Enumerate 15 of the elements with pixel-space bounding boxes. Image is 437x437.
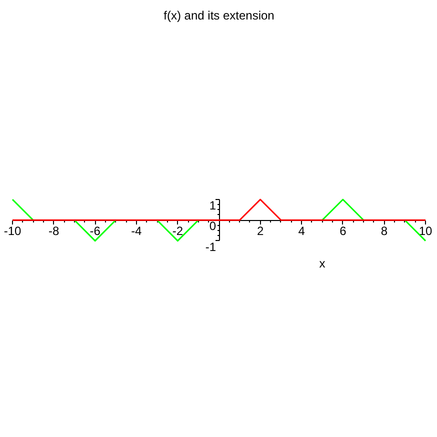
x-tick-label: 4 xyxy=(298,224,306,238)
x-tick-label: -10 xyxy=(4,224,22,238)
y-tick-label: -1 xyxy=(205,240,216,254)
x-tick-label: 2 xyxy=(256,224,264,238)
x-tick-label: -4 xyxy=(131,224,142,238)
x-tick-label: -6 xyxy=(90,224,101,238)
x-tick-label: -8 xyxy=(48,224,60,238)
y-tick-label: 0 xyxy=(209,219,216,234)
x-tick-label: 6 xyxy=(340,224,347,238)
x-axis-title: x xyxy=(319,256,326,271)
chart-title: f(x) and its extension xyxy=(164,8,274,22)
x-tick-label: 8 xyxy=(380,224,388,238)
y-tick-label: 1 xyxy=(209,198,216,212)
x-tick-label: -2 xyxy=(172,224,184,238)
x-tick-label: 10 xyxy=(418,224,432,238)
